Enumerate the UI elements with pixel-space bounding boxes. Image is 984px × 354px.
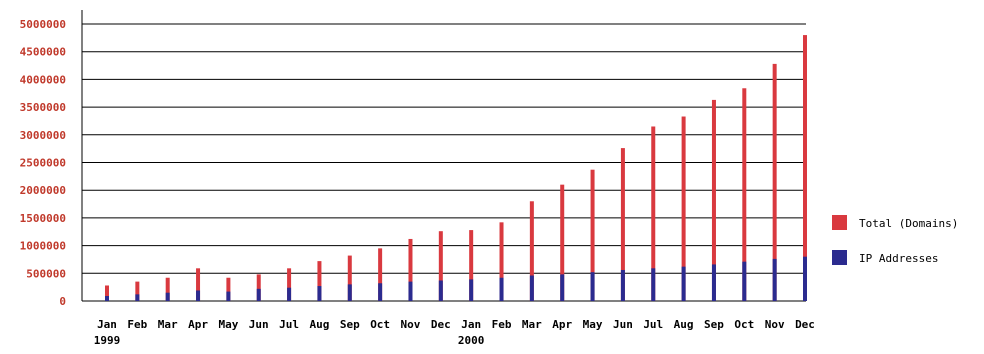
bar-ip-addresses bbox=[378, 283, 383, 301]
bar-ip-addresses bbox=[226, 291, 231, 301]
bar-total-domains bbox=[135, 281, 140, 301]
bar-ip-addresses bbox=[711, 264, 716, 301]
bar-total-domains bbox=[651, 126, 656, 302]
x-tick-label: Nov bbox=[765, 318, 785, 331]
x-tick-label: Apr bbox=[552, 318, 572, 331]
bar-ip-addresses bbox=[499, 277, 504, 301]
y-tick-label: 500000 bbox=[26, 267, 66, 280]
x-tick-label: Jan bbox=[97, 318, 117, 331]
x-tick-label: Jul bbox=[279, 318, 299, 331]
x-tick-label: Dec bbox=[795, 318, 815, 331]
x-tick-label: May bbox=[218, 318, 238, 331]
y-tick-label: 2500000 bbox=[20, 157, 66, 170]
legend-label: Total (Domains) bbox=[859, 217, 958, 230]
bar-total-domains bbox=[378, 248, 383, 301]
legend: Total (Domains) IP Addresses bbox=[832, 215, 958, 265]
legend-swatch bbox=[832, 215, 847, 230]
x-tick-label: May bbox=[583, 318, 603, 331]
bar-total-domains bbox=[499, 222, 504, 301]
x-year-label: 1999 bbox=[94, 334, 121, 347]
y-tick-label: 5000000 bbox=[20, 18, 66, 31]
x-tick-label: Sep bbox=[704, 318, 724, 331]
bar-ip-addresses bbox=[408, 281, 413, 301]
bar-total-domains bbox=[408, 238, 413, 301]
axes bbox=[81, 10, 806, 302]
y-tick-label: 3000000 bbox=[20, 129, 66, 142]
legend-swatch bbox=[832, 250, 847, 265]
bar-total-domains bbox=[287, 268, 292, 301]
bar-total-domains bbox=[681, 116, 686, 301]
bar-ip-addresses bbox=[256, 288, 261, 301]
x-tick-label: Jul bbox=[643, 318, 663, 331]
bar-total-domains bbox=[742, 88, 747, 301]
x-tick-label: Apr bbox=[188, 318, 208, 331]
x-tick-label: Oct bbox=[370, 318, 390, 331]
x-tick-label: Dec bbox=[431, 318, 451, 331]
bar-ip-addresses bbox=[105, 296, 109, 301]
y-tick-labels: 0 500000 1000000 1500000 2000000 2500000 30000… bbox=[20, 18, 66, 308]
y-tick-label: 1500000 bbox=[20, 212, 66, 225]
x-tick-label: Nov bbox=[401, 318, 421, 331]
bar-total-domains bbox=[226, 277, 231, 301]
y-tick-label: 0 bbox=[59, 295, 66, 308]
bar-total-domains bbox=[560, 184, 565, 301]
bar-ip-addresses bbox=[317, 286, 322, 301]
grid-lines bbox=[82, 23, 806, 274]
bar-ip-addresses bbox=[803, 256, 807, 301]
bar-total-domains bbox=[529, 201, 534, 301]
bar-ip-addresses bbox=[196, 290, 201, 301]
x-tick-label: Oct bbox=[734, 318, 754, 331]
y-tick-label: 4500000 bbox=[20, 46, 66, 59]
bar-ip-addresses bbox=[165, 292, 170, 301]
x-tick-label: Aug bbox=[674, 318, 694, 331]
legend-label: IP Addresses bbox=[859, 252, 938, 265]
bar-total-domains bbox=[803, 35, 807, 302]
bar-total-domains bbox=[469, 230, 474, 301]
x-tick-label: Feb bbox=[127, 318, 147, 331]
x-tick-label: Jun bbox=[249, 318, 269, 331]
x-tick-label: Sep bbox=[340, 318, 360, 331]
y-tick-label: 3500000 bbox=[20, 101, 66, 114]
bar-total-domains bbox=[196, 268, 201, 301]
bar-total-domains bbox=[590, 169, 595, 301]
bar-ip-addresses bbox=[742, 261, 747, 301]
bar-ip-addresses bbox=[772, 258, 777, 301]
bar-total-domains bbox=[105, 285, 109, 301]
x-tick-label: Mar bbox=[522, 318, 542, 331]
bar-ip-addresses bbox=[590, 272, 595, 301]
bar-total-domains bbox=[438, 231, 443, 301]
x-tick-label: Feb bbox=[492, 318, 512, 331]
bar-total-domains bbox=[772, 63, 777, 301]
bars bbox=[105, 35, 807, 302]
x-tick-label: Mar bbox=[158, 318, 178, 331]
y-tick-label: 4000000 bbox=[20, 73, 66, 86]
bar-total-domains bbox=[317, 261, 322, 301]
bar-total-domains bbox=[711, 99, 716, 301]
bar-total-domains bbox=[165, 277, 170, 301]
bar-ip-addresses bbox=[560, 274, 565, 301]
bar-ip-addresses bbox=[651, 268, 656, 301]
bar-total-domains bbox=[620, 148, 625, 301]
bar-ip-addresses bbox=[529, 275, 534, 301]
bar-ip-addresses bbox=[135, 294, 140, 301]
x-tick-label: Aug bbox=[309, 318, 329, 331]
bar-total-domains bbox=[256, 274, 261, 301]
x-tick-label: Jan bbox=[461, 318, 481, 331]
x-year-label: 2000 bbox=[458, 334, 485, 347]
bar-ip-addresses bbox=[681, 266, 686, 301]
y-tick-label: 2000000 bbox=[20, 184, 66, 197]
bar-total-domains bbox=[347, 255, 352, 301]
bar-ip-addresses bbox=[347, 284, 352, 301]
bar-ip-addresses bbox=[438, 280, 443, 301]
y-tick-label: 1000000 bbox=[20, 240, 66, 253]
bar-ip-addresses bbox=[287, 287, 292, 301]
bar-ip-addresses bbox=[469, 279, 474, 301]
bar-ip-addresses bbox=[620, 269, 625, 301]
x-tick-label: Jun bbox=[613, 318, 633, 331]
x-tick-labels: Jan Feb Mar Apr May Jun Jul Aug Sep Oct Nov Dec Jan F… bbox=[94, 318, 815, 347]
